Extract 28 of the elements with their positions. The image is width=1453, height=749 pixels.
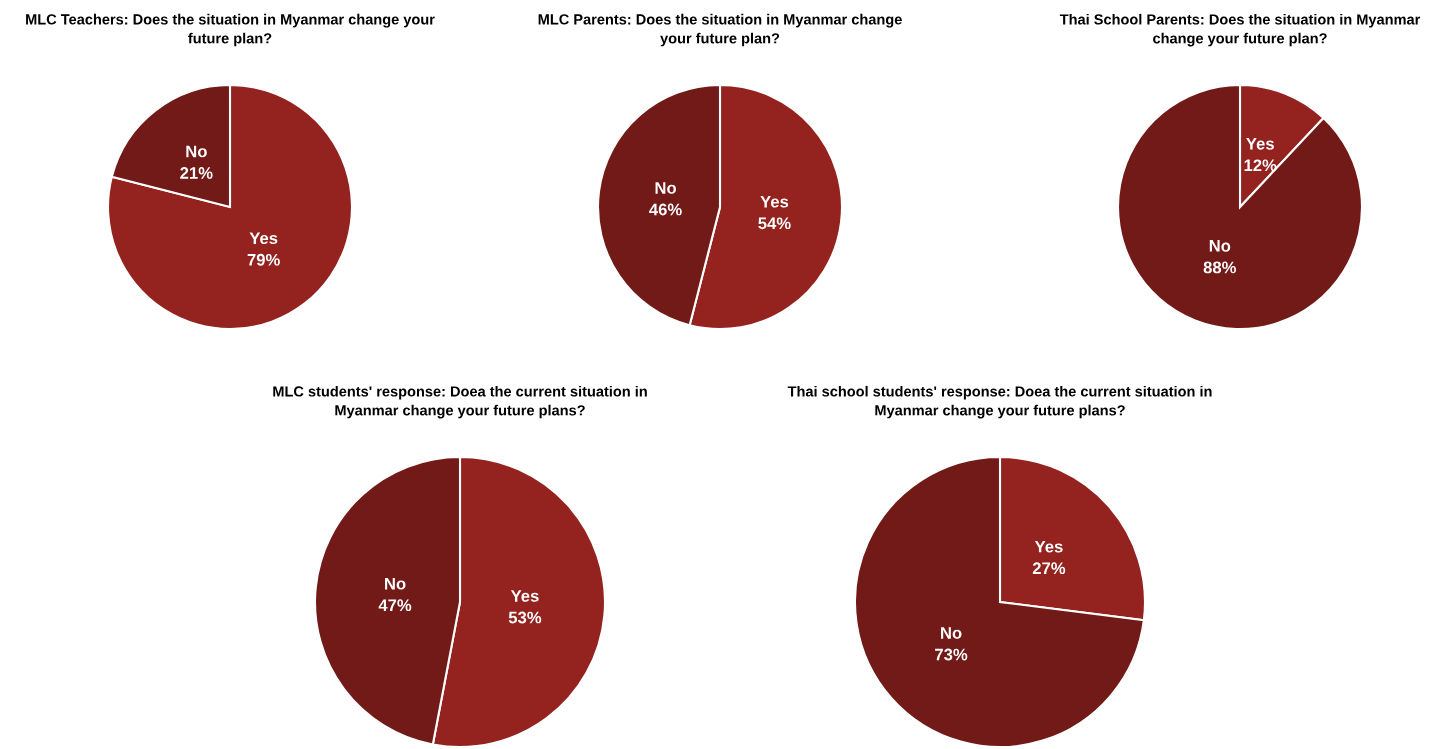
slice-label: No	[1209, 240, 1231, 252]
data-label: 27%	[1032, 562, 1066, 575]
slice-label: Yes	[249, 232, 278, 245]
pie-slice	[853, 455, 1145, 749]
chart-title: Thai school students' response: Doea the current situation in Myanmar change your future plans?	[787, 385, 1212, 419]
chart-title: Thai School Parents: Does the situation in Myanmar change your future plan?	[1059, 13, 1421, 47]
data-label: 47%	[378, 599, 412, 612]
pie-slice	[1116, 83, 1364, 331]
chart-title: MLC Teachers: Does the situation in Myanmar change your future plan?	[26, 13, 435, 47]
pie-slice	[106, 83, 354, 331]
slice-label: Yes	[510, 590, 539, 602]
data-label: 54%	[758, 217, 791, 230]
slice-label: No	[941, 627, 962, 639]
slice-label: Yes	[1246, 138, 1274, 150]
data-label: 88%	[1203, 261, 1237, 274]
slice-label: No	[655, 182, 676, 194]
chart-title: MLC students' response: Doea the current situation in Myanmar change your future plans?	[273, 385, 647, 419]
data-label: 21%	[180, 167, 213, 179]
slice-label: No	[186, 145, 207, 158]
data-label: 79%	[247, 253, 280, 266]
data-label: 53%	[508, 611, 542, 624]
chart-title: MLC Parents: Does the situation in Myanmar change your future plan?	[538, 13, 902, 47]
data-label: 12%	[1244, 159, 1277, 172]
data-label: 73%	[935, 648, 968, 661]
data-label: 46%	[649, 203, 682, 216]
slice-label: No	[385, 577, 406, 590]
slice-label: Yes	[1034, 540, 1063, 553]
slice-label: Yes	[760, 195, 789, 208]
